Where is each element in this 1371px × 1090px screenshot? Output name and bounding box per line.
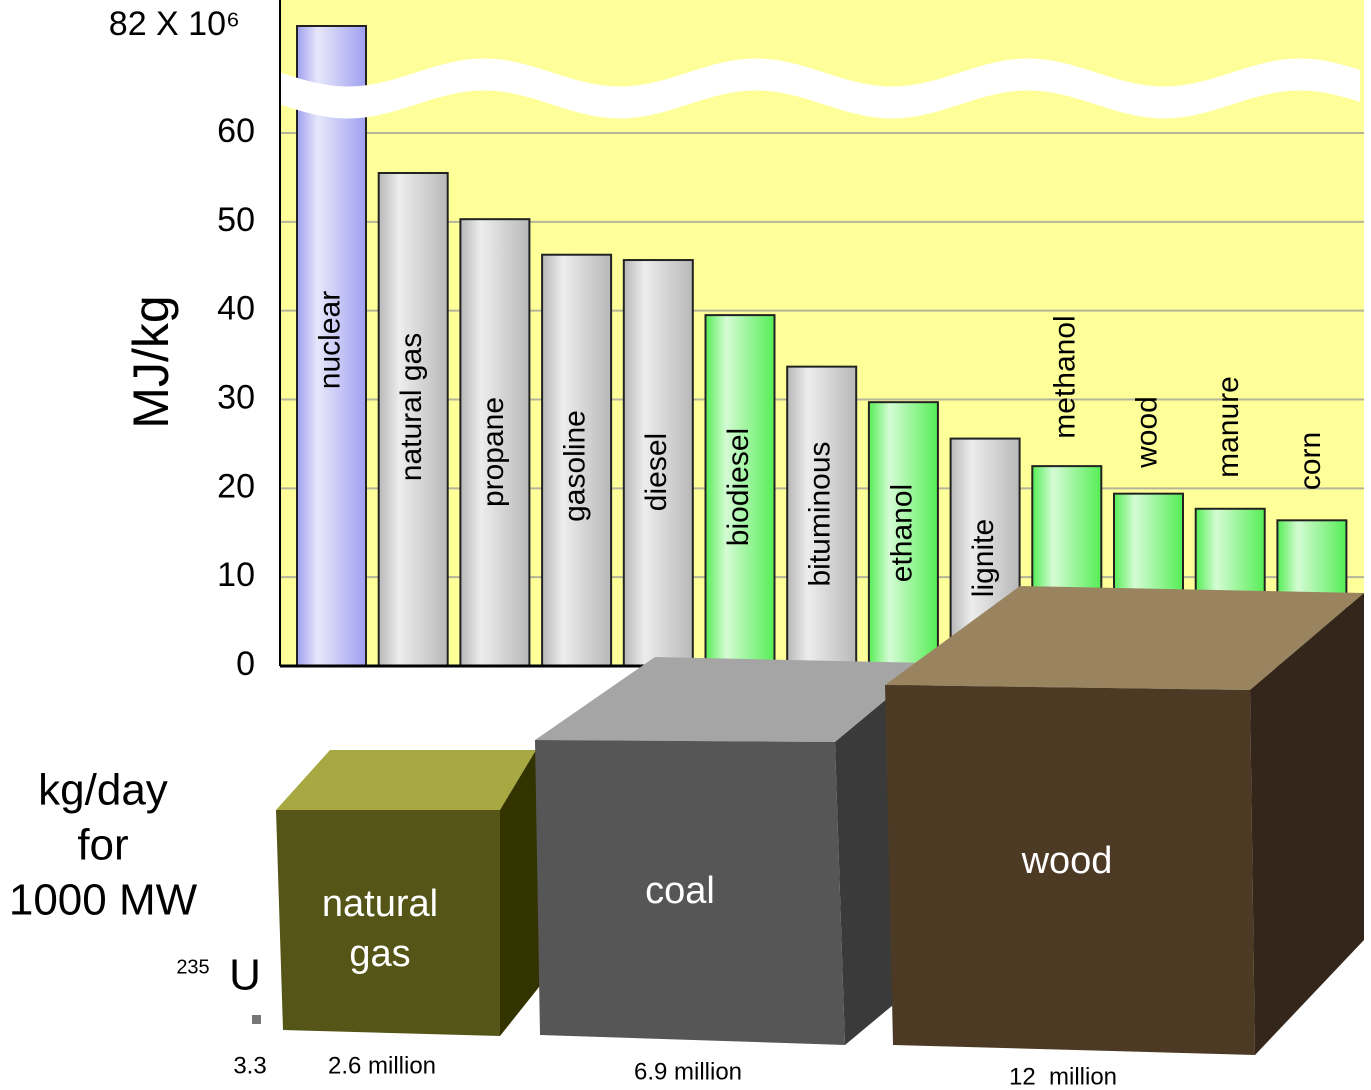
amount: 6.9 million [634, 1058, 742, 1085]
cube-label: gas [349, 933, 410, 975]
bar-label: biodiesel [722, 428, 755, 546]
axis-break [280, 58, 1360, 119]
plot: 0 10 20 30 40 50 60 82 X 10⁶ MJ/kg nuclear natural… [109, 0, 1364, 683]
bar [786, 365, 858, 667]
bar-label: ethanol [885, 484, 918, 582]
bar-label: methanol [1049, 315, 1082, 438]
y-tick-label: 40 [217, 290, 255, 328]
cube-label: natural [322, 883, 438, 925]
y-tick-label: 0 [236, 645, 255, 683]
bar-label: corn [1294, 432, 1327, 490]
bar-label: bituminous [804, 441, 837, 586]
bar [704, 314, 776, 667]
cube-top [885, 586, 1364, 690]
cubes [252, 586, 1364, 1055]
bar-label: propane [477, 397, 510, 507]
cube-front [885, 685, 1255, 1055]
bar-label: lignite [967, 519, 1000, 597]
y-axis-label: MJ/kg [123, 295, 179, 428]
bar-label: gasoline [559, 410, 592, 522]
bar [867, 401, 939, 667]
cube-side [500, 750, 543, 1036]
y-tick-label: 30 [217, 378, 255, 416]
bar-label: natural gas [395, 333, 428, 481]
isotope: 235 [176, 956, 209, 978]
bar-label: nuclear [313, 291, 346, 389]
bar-label: diesel [640, 433, 673, 511]
amount: 3.3 [233, 1052, 266, 1079]
labels: kg/day for 1000 MW 235 U 3.3 2.6 million… [9, 766, 1117, 1090]
cube-front [276, 810, 500, 1036]
cube-side [1250, 593, 1364, 1055]
cube-label: wood [1021, 840, 1113, 882]
mass-title: for [77, 821, 128, 870]
uranium-cube [252, 1015, 261, 1024]
cube-top [535, 657, 930, 742]
cube-front [535, 740, 845, 1045]
y-tick-label: 10 [217, 556, 255, 594]
bar-label: manure [1212, 376, 1245, 478]
bar-label: wood [1130, 396, 1163, 469]
amount: 12 million [1009, 1063, 1117, 1090]
y-tick-label: 60 [217, 112, 255, 150]
cube-top [276, 750, 536, 810]
mass-title: 1000 MW [9, 876, 198, 925]
mass-title: kg/day [38, 766, 168, 815]
element: U [229, 951, 261, 1000]
cube-label: coal [645, 870, 715, 912]
amount: 2.6 million [328, 1052, 436, 1079]
y-tick-label: 50 [217, 201, 255, 239]
y-tick-label: 20 [217, 467, 255, 505]
y-tick-label: 82 X 10⁶ [109, 5, 240, 43]
bar [296, 25, 367, 667]
